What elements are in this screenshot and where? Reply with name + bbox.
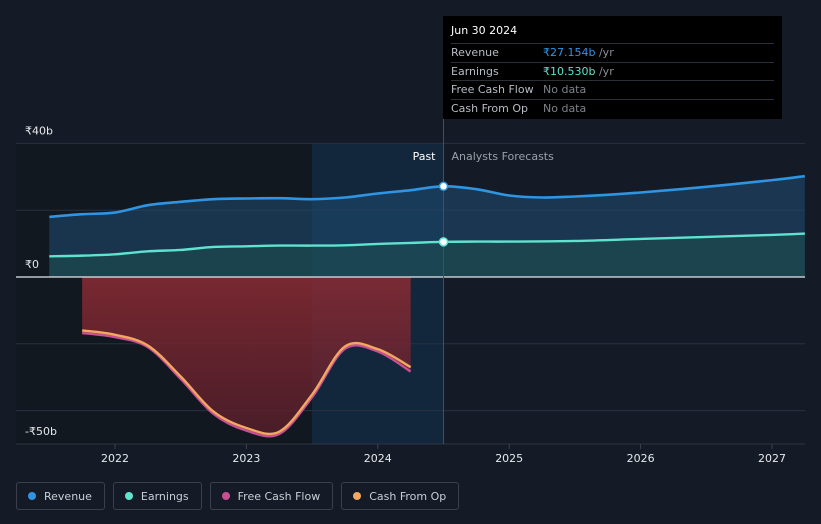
tooltip-unit: /yr bbox=[595, 46, 614, 59]
free-cash-flow-line bbox=[82, 331, 412, 438]
earnings-area bbox=[49, 233, 805, 277]
tooltip-value: No data bbox=[543, 83, 587, 96]
y-tick-label: -₹50b bbox=[25, 425, 57, 438]
tooltip-label: Earnings bbox=[451, 64, 499, 78]
legend-label: Free Cash Flow bbox=[237, 489, 321, 503]
series-lines bbox=[49, 174, 806, 438]
tooltip-row-revenue: Revenue ₹27.154b /yr bbox=[451, 43, 774, 62]
legend: Revenue Earnings Free Cash Flow Cash Fro… bbox=[16, 482, 460, 512]
cash-from-op-dot-icon bbox=[353, 492, 362, 500]
tooltip-value: ₹10.530b bbox=[543, 64, 596, 78]
past-label: Past bbox=[413, 150, 437, 163]
cash-from-op-line bbox=[81, 329, 412, 436]
tooltip-label: Cash From Op bbox=[451, 101, 529, 115]
x-axis-labels: 2022 2023 2024 2025 2026 2027 bbox=[101, 444, 786, 465]
revenue-marker bbox=[438, 181, 449, 192]
free-cash-flow-area bbox=[82, 277, 411, 437]
tooltip-value: No data bbox=[543, 101, 587, 115]
x-tick-label: 2023 bbox=[232, 452, 260, 465]
x-tick-label: 2026 bbox=[627, 452, 655, 465]
free-cash-flow-dot-icon bbox=[221, 492, 230, 500]
series-markers bbox=[438, 181, 449, 247]
tooltip-row-free-cash-flow: Free Cash Flow No data bbox=[451, 80, 774, 99]
tooltip-label: Revenue bbox=[451, 46, 499, 59]
x-tick-label: 2024 bbox=[364, 452, 392, 465]
tooltip-row-earnings: Earnings ₹10.530b /yr bbox=[451, 61, 774, 81]
legend-item-cash-from-op[interactable]: Cash From Op bbox=[341, 482, 460, 510]
x-tick-label: 2022 bbox=[101, 452, 129, 465]
series-areas bbox=[49, 176, 805, 437]
legend-item-free-cash-flow[interactable]: Free Cash Flow bbox=[209, 482, 334, 510]
tooltip-label: Free Cash Flow bbox=[451, 83, 534, 96]
tooltip-unit: /yr bbox=[595, 64, 614, 78]
legend-item-earnings[interactable]: Earnings bbox=[112, 482, 202, 510]
revenue-dot-icon bbox=[28, 492, 36, 500]
x-tick-label: 2025 bbox=[495, 452, 523, 465]
tooltip: Jun 30 2024 Revenue ₹27.154b /yr Earning… bbox=[443, 16, 782, 119]
legend-label: Earnings bbox=[140, 489, 189, 503]
legend-item-revenue[interactable]: Revenue bbox=[16, 482, 105, 510]
y-tick-label: ₹40b bbox=[25, 124, 53, 137]
tooltip-date: Jun 30 2024 bbox=[451, 24, 518, 37]
earnings-marker bbox=[438, 237, 449, 247]
forecast-label: Analysts Forecasts bbox=[452, 150, 555, 163]
earnings-line bbox=[49, 232, 805, 258]
y-tick-label: ₹0 bbox=[25, 258, 39, 271]
tooltip-row-cash-from-op: Cash From Op No data bbox=[451, 98, 774, 118]
chart-canvas: ₹40b ₹0 -₹50b 2022 2023 2024 2025 2026 2027 Pas… bbox=[16, 100, 806, 465]
y-axis-labels: ₹40b ₹0 -₹50b bbox=[25, 124, 57, 438]
legend-label: Cash From Op bbox=[369, 489, 447, 503]
legend-label: Revenue bbox=[44, 489, 92, 503]
revenue-line bbox=[49, 174, 806, 219]
earnings-dot-icon bbox=[124, 492, 133, 500]
x-tick-label: 2027 bbox=[758, 452, 786, 465]
tooltip-value: ₹27.154b bbox=[543, 46, 596, 59]
